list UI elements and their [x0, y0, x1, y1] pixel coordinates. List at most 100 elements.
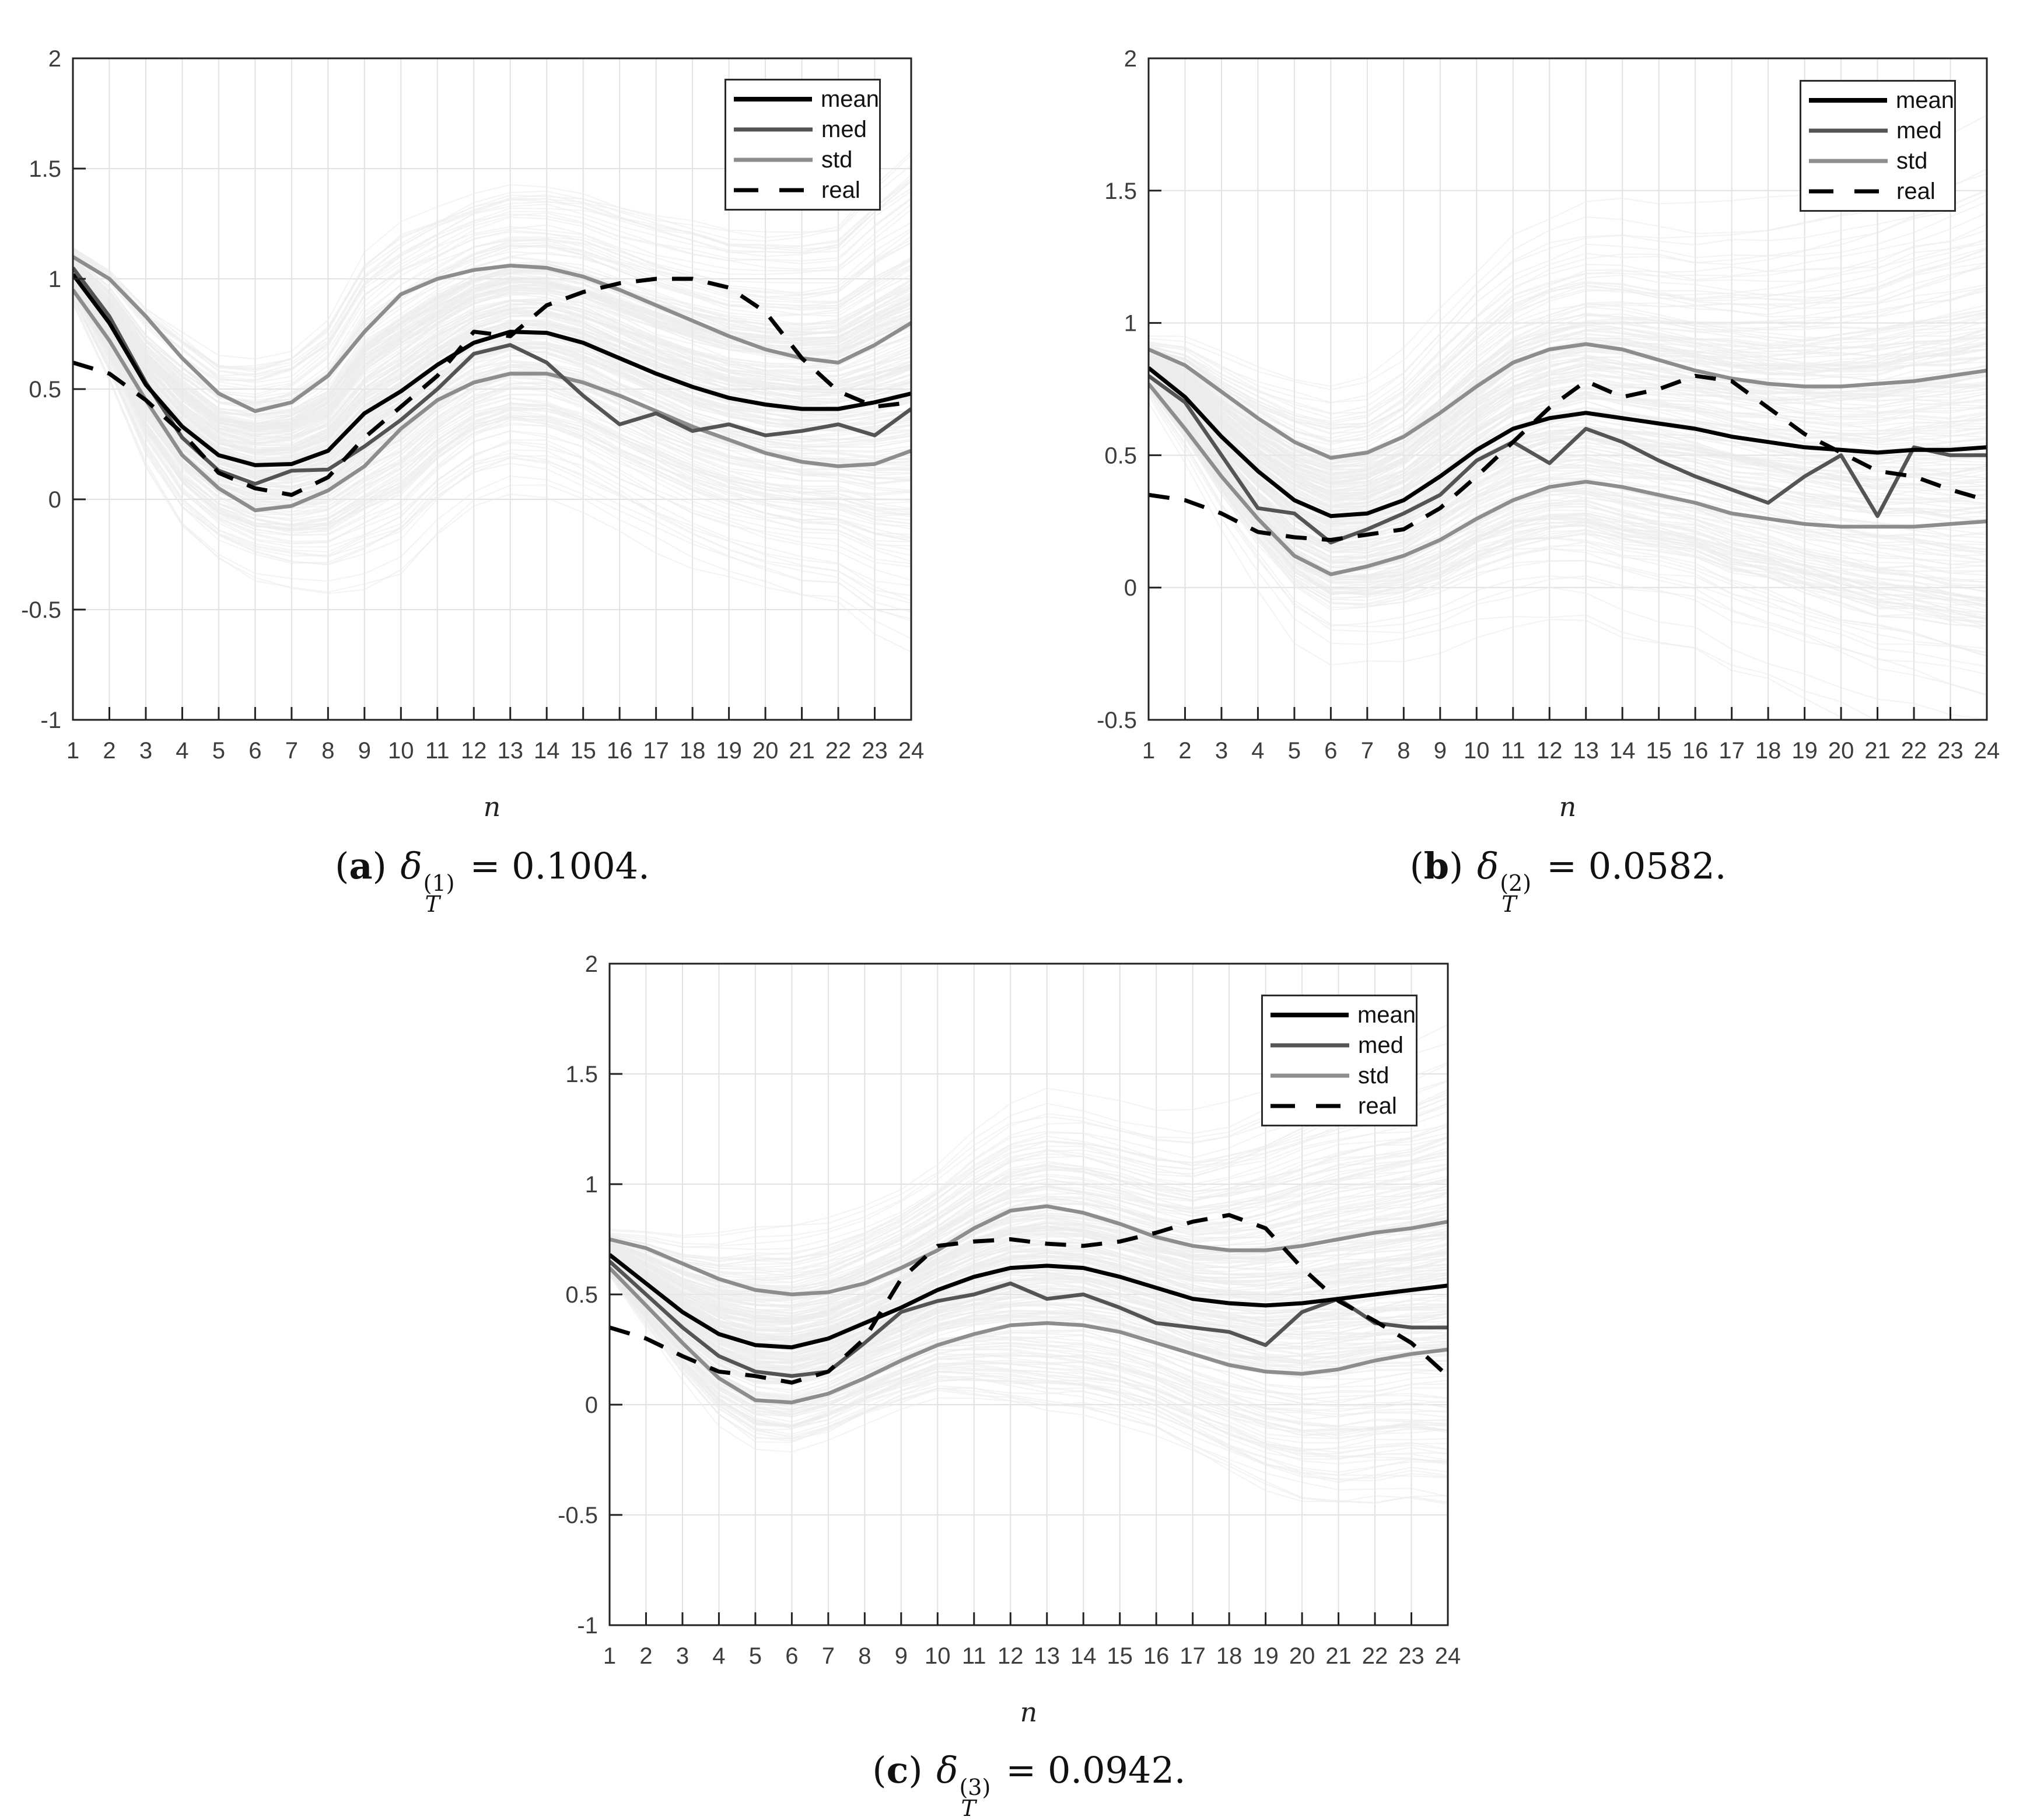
med-line-b	[1149, 374, 1987, 545]
x-tick-a-19: 19	[716, 738, 742, 764]
x-tick-a-21: 21	[789, 738, 815, 764]
legend-line-med-icon	[1270, 1043, 1349, 1048]
delta-symbol-a: δ (1) T	[400, 845, 455, 917]
chart-c: 1 2 3 4 5 6 7 8 9 10 11 12 13 14 15 16 17 18 19 20 21 22 23 242…	[558, 951, 1461, 1728]
legend-line-mean-icon	[1809, 98, 1887, 103]
legend-label-med: med	[1896, 118, 1942, 144]
x-tick-c-13: 13	[1034, 1643, 1060, 1669]
x-tick-b-14: 14	[1609, 738, 1636, 764]
legend-label-real: real	[821, 177, 860, 203]
caption-index-a: (a)	[335, 845, 387, 887]
y-tick-b-0.5: 0.5	[1104, 443, 1137, 468]
caption-index-c: (c)	[872, 1749, 923, 1791]
tick-labels-b: 1 2 3 4 5 6 7 8 9 10 11 12 13 14 15 16 17 18 19 20 21 22 23 242…	[1097, 46, 2000, 764]
y-tick-c--1: -1	[577, 1613, 598, 1639]
x-tick-b-5: 5	[1288, 738, 1301, 764]
ensemble-cloud-a	[73, 151, 911, 653]
legend-line-real-icon	[1809, 189, 1888, 194]
legend-item-mean-c: mean	[1270, 1003, 1416, 1027]
y-tick-a-0: 0	[48, 487, 61, 513]
legend-item-std-a: std	[734, 148, 879, 172]
mean-line-a	[73, 273, 911, 467]
caption-b: (b) δ (2) T = 0.0582.	[1189, 845, 1947, 915]
x-axis-label-a: n	[484, 791, 501, 822]
x-tick-a-9: 9	[358, 738, 371, 764]
real-line-a	[73, 276, 911, 497]
delta-value-b: = 0.0582.	[1546, 845, 1727, 887]
x-tick-c-20: 20	[1289, 1643, 1315, 1669]
legend-line-std-icon	[1270, 1073, 1349, 1078]
x-tick-c-23: 23	[1398, 1643, 1424, 1669]
x-tick-c-24: 24	[1435, 1643, 1461, 1669]
y-tick-c-1: 1	[585, 1172, 598, 1198]
delta-symbol-c: δ (3) T	[936, 1749, 991, 1820]
x-tick-b-15: 15	[1646, 738, 1672, 764]
y-tick-a-2: 2	[48, 46, 61, 72]
x-tick-b-6: 6	[1324, 738, 1337, 764]
std-lower-line-b	[1149, 382, 1987, 576]
delta-value-c: = 0.0942.	[1006, 1749, 1186, 1791]
legend-label-mean: mean	[1357, 1002, 1416, 1028]
legend-box-b: mean med std real	[1800, 80, 1956, 212]
legend-line-std-icon	[1809, 159, 1888, 163]
y-tick-b-1: 1	[1124, 311, 1137, 337]
y-tick-b-2: 2	[1124, 46, 1137, 72]
axes-b	[1147, 57, 1988, 721]
x-tick-c-12: 12	[998, 1643, 1024, 1669]
x-tick-b-23: 23	[1937, 738, 1964, 764]
std-lower-line-c	[610, 1266, 1448, 1405]
legend-box-a: mean med std real	[724, 79, 881, 211]
x-tick-c-14: 14	[1070, 1643, 1097, 1669]
x-tick-c-21: 21	[1325, 1643, 1352, 1669]
x-tick-a-3: 3	[139, 738, 152, 764]
std-lower-line-a	[73, 289, 911, 513]
caption-index-b: (b)	[1409, 845, 1464, 887]
legend-label-mean: mean	[1895, 88, 1954, 113]
axes-a	[72, 57, 912, 721]
y-tick-a-1.5: 1.5	[29, 156, 61, 182]
legend-item-std-b: std	[1809, 149, 1954, 173]
tick-labels-c: 1 2 3 4 5 6 7 8 9 10 11 12 13 14 15 16 17 18 19 20 21 22 23 242…	[558, 951, 1461, 1669]
x-tick-c-18: 18	[1216, 1643, 1242, 1669]
legend-item-med-c: med	[1270, 1034, 1416, 1057]
x-tick-a-7: 7	[285, 738, 298, 764]
series-lines-c	[610, 1204, 1448, 1405]
x-tick-b-21: 21	[1864, 738, 1891, 764]
x-tick-a-10: 10	[388, 738, 414, 764]
legend-label-real: real	[1358, 1093, 1397, 1119]
x-tick-c-11: 11	[962, 1643, 986, 1669]
x-tick-b-19: 19	[1791, 738, 1818, 764]
series-lines-a	[73, 255, 911, 513]
x-tick-b-1: 1	[1142, 738, 1155, 764]
x-tick-a-6: 6	[249, 738, 261, 764]
x-tick-a-24: 24	[898, 738, 925, 764]
x-tick-b-20: 20	[1828, 738, 1854, 764]
y-tick-b-1.5: 1.5	[1104, 178, 1137, 204]
x-tick-b-10: 10	[1464, 738, 1490, 764]
x-tick-b-22: 22	[1901, 738, 1927, 764]
std-upper-line-c	[610, 1204, 1448, 1297]
real-line-b	[1149, 373, 1987, 542]
delta-symbol-b: δ (2) T	[1476, 845, 1532, 917]
x-tick-c-15: 15	[1107, 1643, 1133, 1669]
ensemble-cloud-c	[610, 1024, 1448, 1505]
legend-item-mean-b: mean	[1809, 89, 1954, 112]
x-tick-c-3: 3	[676, 1643, 689, 1669]
x-tick-a-22: 22	[825, 738, 852, 764]
x-tick-c-19: 19	[1252, 1643, 1279, 1669]
x-tick-c-4: 4	[712, 1643, 725, 1669]
x-tick-c-9: 9	[895, 1643, 908, 1669]
x-tick-a-5: 5	[212, 738, 225, 764]
legend-label-med: med	[821, 117, 867, 142]
x-tick-b-16: 16	[1682, 738, 1709, 764]
x-tick-b-3: 3	[1215, 738, 1228, 764]
legend-item-real-b: real	[1809, 180, 1954, 203]
legend-item-real-a: real	[734, 178, 879, 202]
med-line-a	[73, 267, 911, 486]
legend-line-med-icon	[734, 127, 813, 132]
x-tick-c-1: 1	[603, 1643, 616, 1669]
legend-item-std-c: std	[1270, 1064, 1416, 1087]
x-tick-a-23: 23	[862, 738, 888, 764]
